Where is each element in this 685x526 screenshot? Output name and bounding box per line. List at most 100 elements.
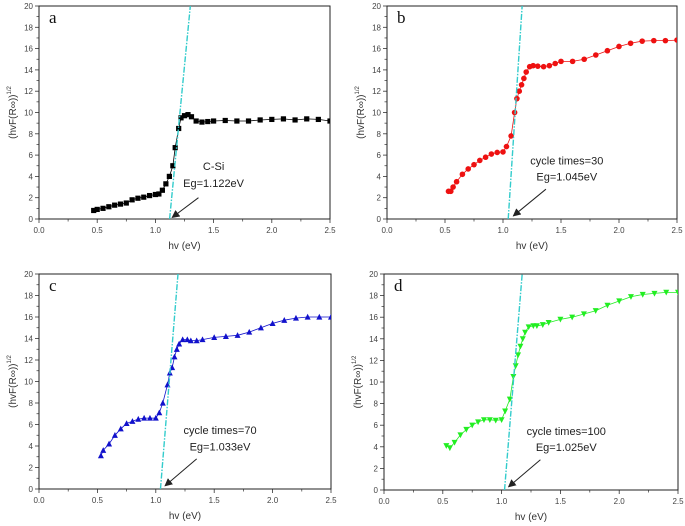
data-point — [146, 414, 153, 421]
data-point — [500, 149, 506, 155]
data-point — [171, 353, 178, 360]
data-point — [178, 115, 184, 121]
annotation-eg: Eg=1.122eV — [183, 178, 245, 190]
data-point — [292, 314, 299, 321]
y-tick-label: 4 — [377, 172, 382, 181]
data-point — [304, 116, 310, 122]
data-point — [199, 336, 206, 343]
data-point — [123, 200, 129, 206]
data-point — [269, 320, 276, 327]
data-point — [152, 414, 159, 421]
data-point — [292, 117, 298, 123]
arrow — [171, 197, 199, 219]
panel-letter: a — [49, 8, 57, 27]
x-axis-label: hv (eV) — [516, 241, 548, 252]
x-tick-label: 0.0 — [33, 496, 45, 505]
data-point — [184, 336, 191, 343]
data-point — [117, 201, 124, 207]
y-tick-label: 18 — [369, 292, 378, 301]
data-point — [97, 452, 104, 459]
data-point — [135, 195, 141, 201]
x-tick-label: 0.0 — [381, 226, 393, 235]
data-point — [488, 151, 495, 157]
plot-frame — [383, 273, 679, 491]
data-point — [517, 343, 524, 350]
arrow — [512, 188, 547, 217]
data-point — [327, 118, 330, 124]
x-tick-label: 0.5 — [439, 226, 451, 235]
data-point — [477, 157, 483, 164]
x-tick-label: 2.5 — [671, 226, 683, 235]
data-point — [269, 116, 275, 123]
data-point — [146, 192, 153, 199]
data-point — [205, 118, 211, 125]
data-point — [166, 173, 172, 179]
data-point — [181, 113, 188, 119]
y-tick-label: 8 — [374, 400, 379, 409]
y-tick-label: 18 — [24, 292, 33, 301]
y-tick-label: 8 — [377, 130, 382, 139]
tangent-line — [507, 6, 523, 219]
data-point — [639, 38, 645, 44]
data-point — [580, 311, 587, 318]
y-tick-label: 10 — [24, 109, 33, 118]
y-axis-label-superscript: 1/2 — [352, 355, 358, 364]
data-point — [471, 161, 477, 168]
data-point — [593, 52, 599, 58]
data-point — [494, 149, 501, 156]
y-tick-label: 6 — [374, 421, 379, 430]
data-point — [450, 184, 456, 190]
y-tick-label: 18 — [24, 23, 33, 32]
x-tick-label: 1.5 — [555, 226, 567, 235]
data-point — [522, 329, 529, 336]
data-point — [515, 352, 522, 359]
y-tick-label: 8 — [29, 399, 34, 408]
y-tick-label: 16 — [369, 313, 378, 322]
data-point — [569, 314, 576, 321]
y-tick-label: 8 — [29, 130, 34, 139]
annotation-sample: cycle times=100 — [527, 426, 606, 438]
data-point — [503, 143, 510, 150]
data-point — [173, 346, 180, 352]
data-point — [246, 328, 253, 335]
x-tick-label: 2.0 — [267, 496, 279, 505]
y-tick-label: 0 — [374, 486, 379, 495]
data-point — [281, 317, 288, 323]
x-tick-label: 1.5 — [209, 496, 221, 505]
x-tick-label: 1.0 — [150, 496, 162, 505]
data-point — [616, 298, 623, 305]
panel-letter: b — [397, 8, 406, 27]
data-point — [176, 340, 183, 347]
data-point — [663, 289, 670, 296]
x-tick-label: 0.0 — [378, 497, 390, 506]
y-tick-label: 20 — [24, 270, 33, 279]
annotation-eg: Eg=1.033eV — [190, 441, 252, 453]
data-point — [156, 409, 163, 416]
y-axis-label: (hvF(R∞))1/2 — [352, 355, 364, 408]
data-point — [502, 408, 509, 415]
x-tick-label: 2.5 — [672, 497, 684, 506]
x-axis-label: hv (eV) — [169, 511, 201, 522]
y-tick-label: 12 — [369, 356, 378, 365]
x-tick-label: 2.0 — [613, 226, 625, 235]
annotation-sample: cycle times=70 — [184, 425, 257, 437]
annotation-sample: C-Si — [203, 161, 224, 173]
data-point — [141, 194, 147, 200]
y-tick-label: 16 — [24, 45, 33, 54]
data-point — [94, 206, 100, 213]
y-axis-label-main: (hvF(R∞)) — [8, 364, 19, 408]
data-point — [176, 125, 182, 132]
annotation-sample: cycle times=30 — [530, 156, 603, 168]
data-point — [465, 166, 472, 172]
data-point — [111, 432, 118, 438]
y-tick-label: 14 — [24, 66, 33, 75]
y-tick-label: 0 — [29, 215, 34, 224]
data-point — [651, 290, 658, 297]
data-point — [152, 191, 158, 198]
data-point — [443, 443, 450, 449]
data-point — [199, 119, 205, 125]
data-point — [123, 420, 130, 427]
tangent-line — [503, 274, 523, 490]
data-point — [159, 187, 165, 193]
data-point — [222, 333, 229, 339]
